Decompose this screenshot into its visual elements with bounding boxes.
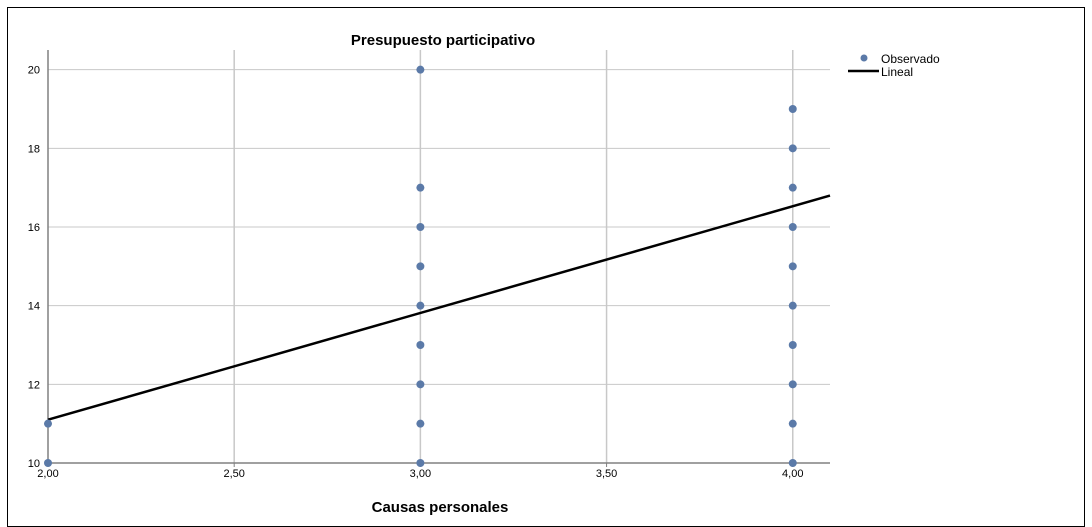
y-tick-label-3: 16	[28, 222, 40, 234]
fit-line-lineal	[47, 194, 831, 421]
fit-line-layer	[47, 194, 831, 421]
data-point-10	[416, 65, 425, 74]
x-axis-label: Causas personales	[372, 499, 509, 516]
data-point-17	[788, 223, 797, 231]
data-point-19	[788, 144, 797, 153]
data-point-13	[788, 380, 797, 389]
grid-layer	[48, 50, 830, 463]
x-tick-label-1: 2,50	[223, 468, 244, 480]
y-tick-labels: 10 12 14 16 18 20	[28, 65, 40, 470]
legend-marker-observado	[860, 54, 868, 62]
legend-label-lineal: Lineal	[881, 65, 913, 79]
data-point-5	[416, 341, 425, 349]
data-point-9	[416, 183, 425, 192]
legend-label-observado: Observado	[881, 52, 940, 66]
points-layer	[44, 65, 797, 467]
x-tick-labels: 2,00 2,50 3,00 3,50 4,00	[37, 463, 803, 480]
data-point-20	[788, 105, 797, 113]
axes-layer	[47, 50, 830, 464]
data-point-7	[416, 262, 425, 271]
legend: Observado Lineal	[848, 52, 940, 79]
y-tick-label-4: 18	[28, 143, 40, 155]
data-point-16	[788, 262, 797, 271]
y-tick-label-2: 14	[28, 301, 40, 313]
data-point-11	[788, 459, 797, 467]
x-tick-label-2: 3,00	[410, 468, 431, 480]
data-point-14	[788, 341, 797, 349]
y-tick-label-0: 10	[28, 458, 40, 470]
chart-title: Presupuesto participativo	[351, 32, 535, 49]
data-point-8	[416, 223, 425, 231]
data-point-12	[788, 419, 797, 428]
data-point-15	[788, 301, 797, 310]
y-tick-label-5: 20	[28, 65, 40, 77]
data-point-0	[44, 459, 52, 467]
data-point-18	[788, 183, 797, 192]
x-tick-label-4: 4,00	[782, 468, 803, 480]
x-tick-label-3: 3,50	[596, 468, 617, 480]
x-tick-label-0: 2,00	[37, 468, 58, 480]
data-point-4	[416, 380, 425, 389]
data-point-2	[416, 459, 425, 467]
chart-frame	[7, 7, 1085, 527]
y-tick-label-1: 12	[28, 379, 40, 391]
data-point-1	[44, 419, 52, 428]
data-point-6	[416, 301, 425, 310]
data-point-3	[416, 419, 425, 428]
